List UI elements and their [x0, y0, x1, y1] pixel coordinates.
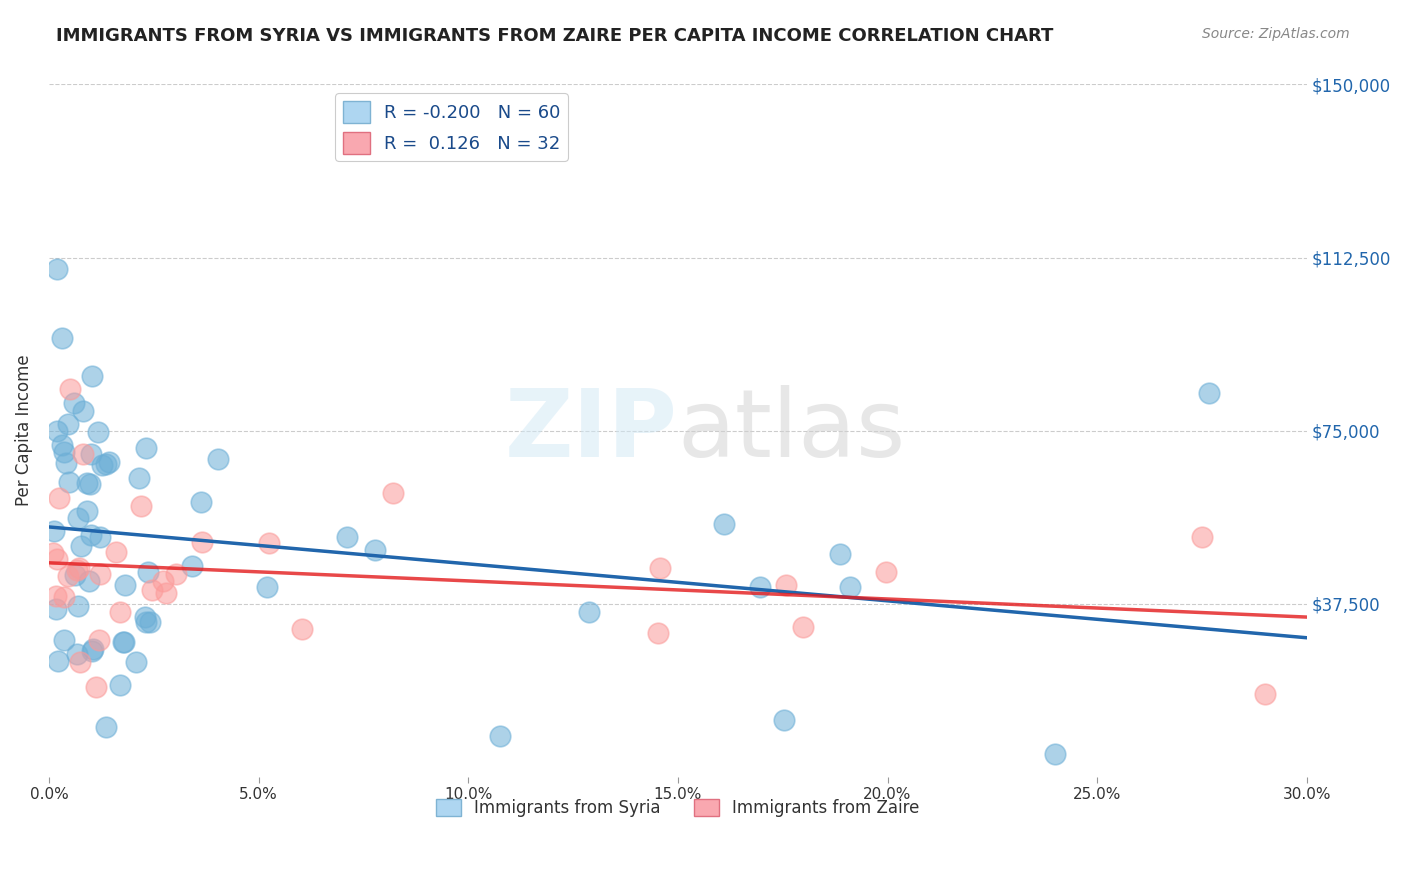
- Point: [180, 558, 202, 573]
- Point: [79, 574, 101, 589]
- Point: [67, 561, 90, 575]
- Point: [114, 578, 136, 592]
- Point: [135, 442, 157, 456]
- Point: [207, 451, 229, 466]
- Point: [66, 510, 89, 524]
- Point: [56, 569, 79, 583]
- Text: ZIP: ZIP: [505, 384, 678, 476]
- Point: [63, 568, 86, 582]
- Point: [89, 632, 111, 647]
- Text: IMMIGRANTS FROM SYRIA VS IMMIGRANTS FROM ZAIRE PER CAPITA INCOME CORRELATION CHA: IMMIGRANTS FROM SYRIA VS IMMIGRANTS FROM…: [56, 27, 1053, 45]
- Point: [69, 539, 91, 553]
- Point: [51, 437, 73, 451]
- Point: [125, 656, 148, 670]
- Point: [1045, 747, 1067, 761]
- Y-axis label: Per Capita Income: Per Capita Income: [15, 355, 32, 507]
- Point: [336, 530, 359, 544]
- Point: [58, 417, 80, 432]
- Point: [89, 566, 111, 581]
- Point: [76, 475, 98, 490]
- Point: [775, 577, 797, 591]
- Point: [1198, 386, 1220, 401]
- Point: [59, 382, 82, 396]
- Point: [792, 620, 814, 634]
- Point: [42, 524, 65, 539]
- Point: [80, 528, 103, 542]
- Point: [110, 678, 132, 692]
- Point: [191, 535, 214, 549]
- Point: [48, 491, 70, 506]
- Point: [141, 583, 163, 598]
- Point: [104, 545, 127, 559]
- Point: [51, 331, 73, 345]
- Point: [128, 471, 150, 485]
- Point: [647, 625, 669, 640]
- Point: [108, 605, 131, 619]
- Point: [838, 581, 860, 595]
- Point: [80, 369, 103, 384]
- Point: [63, 396, 86, 410]
- Point: [489, 729, 512, 743]
- Point: [42, 546, 65, 560]
- Point: [364, 543, 387, 558]
- Point: [87, 425, 110, 440]
- Point: [80, 447, 103, 461]
- Point: [135, 615, 157, 630]
- Point: [79, 476, 101, 491]
- Text: Source: ZipAtlas.com: Source: ZipAtlas.com: [1202, 27, 1350, 41]
- Point: [76, 504, 98, 518]
- Point: [190, 495, 212, 509]
- Point: [46, 424, 69, 438]
- Point: [96, 457, 118, 471]
- Point: [165, 567, 187, 582]
- Point: [112, 635, 135, 649]
- Point: [52, 632, 75, 647]
- Point: [98, 455, 121, 469]
- Point: [53, 591, 76, 605]
- Point: [80, 643, 103, 657]
- Point: [72, 404, 94, 418]
- Point: [136, 565, 159, 579]
- Point: [90, 458, 112, 472]
- Point: [96, 720, 118, 734]
- Point: [291, 622, 314, 636]
- Point: [45, 602, 67, 616]
- Point: [155, 585, 177, 599]
- Point: [66, 648, 89, 662]
- Legend: Immigrants from Syria, Immigrants from Zaire: Immigrants from Syria, Immigrants from Z…: [429, 792, 927, 824]
- Point: [139, 615, 162, 629]
- Point: [46, 654, 69, 668]
- Point: [830, 547, 852, 561]
- Point: [875, 565, 897, 579]
- Point: [53, 445, 76, 459]
- Point: [46, 262, 69, 277]
- Point: [578, 605, 600, 619]
- Point: [69, 655, 91, 669]
- Point: [748, 581, 770, 595]
- Point: [648, 560, 671, 574]
- Point: [58, 475, 80, 489]
- Point: [1191, 530, 1213, 544]
- Point: [129, 499, 152, 513]
- Text: atlas: atlas: [678, 384, 905, 476]
- Point: [82, 642, 104, 657]
- Point: [134, 610, 156, 624]
- Point: [67, 599, 90, 614]
- Point: [55, 456, 77, 470]
- Point: [66, 563, 89, 577]
- Point: [89, 530, 111, 544]
- Point: [46, 551, 69, 566]
- Point: [713, 517, 735, 532]
- Point: [72, 447, 94, 461]
- Point: [382, 486, 405, 500]
- Point: [256, 580, 278, 594]
- Point: [152, 574, 174, 588]
- Point: [1254, 687, 1277, 701]
- Point: [84, 680, 107, 694]
- Point: [45, 589, 67, 603]
- Point: [111, 634, 134, 648]
- Point: [773, 713, 796, 727]
- Point: [257, 536, 280, 550]
